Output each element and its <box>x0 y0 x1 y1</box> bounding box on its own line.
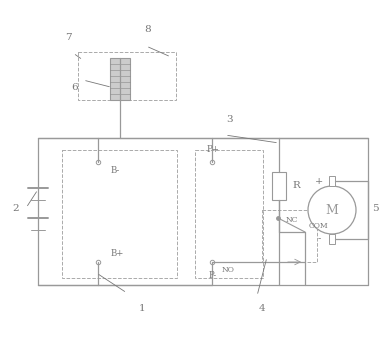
Text: M: M <box>326 203 338 217</box>
Text: 1: 1 <box>139 303 145 312</box>
Bar <box>262 210 317 262</box>
Bar <box>195 150 263 278</box>
Text: P-: P- <box>209 271 217 280</box>
Text: 6: 6 <box>72 83 78 92</box>
Text: B-: B- <box>111 165 120 174</box>
Text: 3: 3 <box>227 116 233 125</box>
Text: COM: COM <box>309 222 329 230</box>
Bar <box>329 234 335 244</box>
Text: P+: P+ <box>207 145 219 154</box>
Text: +: + <box>315 176 323 185</box>
Bar <box>78 52 176 100</box>
Text: 4: 4 <box>259 303 265 312</box>
Text: NO: NO <box>222 266 235 274</box>
Text: R: R <box>292 182 300 191</box>
Text: NC: NC <box>286 216 298 224</box>
Bar <box>272 172 286 200</box>
Text: -: - <box>317 235 321 244</box>
Text: 5: 5 <box>372 203 378 212</box>
Text: 2: 2 <box>13 203 19 212</box>
Bar <box>110 58 130 100</box>
Bar <box>62 150 177 278</box>
Text: B+: B+ <box>111 249 124 258</box>
Text: 7: 7 <box>65 34 71 43</box>
Text: 8: 8 <box>145 26 151 35</box>
Circle shape <box>308 186 356 234</box>
Bar <box>329 176 335 186</box>
